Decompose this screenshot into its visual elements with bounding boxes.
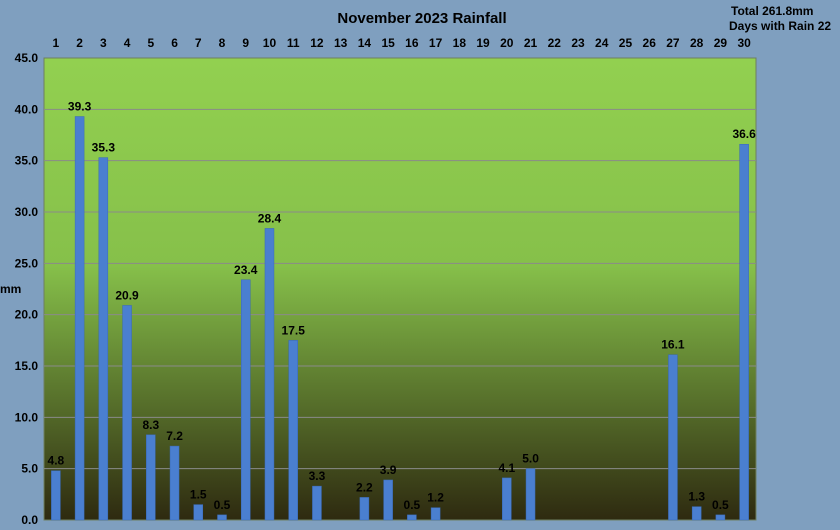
data-label: 17.5 [282, 323, 306, 337]
bar [122, 305, 132, 521]
bar [264, 228, 275, 521]
bar [169, 445, 180, 521]
y-tick-label: 25.0 [15, 256, 39, 270]
y-tick-label: 20.0 [15, 308, 39, 322]
bar [240, 279, 251, 521]
data-label: 0.5 [404, 498, 421, 512]
days-with-rain-summary: Days with Rain 22 [729, 19, 831, 33]
data-label: 16.1 [661, 338, 685, 352]
data-label: 35.3 [92, 141, 116, 155]
data-label: 7.2 [166, 429, 183, 443]
x-tick-label: 3 [100, 36, 107, 50]
plot-area [43, 57, 757, 521]
bar [525, 468, 536, 521]
x-tick-label: 24 [595, 36, 609, 50]
y-tick-label: 45.0 [15, 51, 39, 65]
x-tick-label: 6 [171, 36, 178, 50]
y-tick-label: 40.0 [15, 102, 39, 116]
bar [691, 506, 702, 521]
x-tick-label: 29 [714, 36, 728, 50]
bar [739, 143, 749, 521]
data-label: 8.3 [142, 418, 159, 432]
y-axis: 0.0 5.0 10.0 15.0 20.0 25.0 30.0 35.0 40.0 45.0 [15, 51, 39, 527]
y-tick-label: 5.0 [21, 462, 38, 476]
y-tick-label: 0.0 [21, 513, 38, 527]
x-tick-label: 17 [429, 36, 443, 50]
x-tick-label: 28 [690, 36, 704, 50]
x-tick-label: 15 [381, 36, 395, 50]
data-label: 36.6 [732, 127, 756, 141]
x-tick-label: 14 [358, 36, 372, 50]
data-label: 0.5 [214, 498, 231, 512]
bar [359, 497, 370, 521]
data-label: 4.8 [48, 454, 65, 468]
y-axis-label: mm [0, 282, 21, 296]
x-tick-label: 2 [76, 36, 83, 50]
bar [288, 340, 298, 521]
bar [312, 485, 322, 521]
x-tick-label: 1 [53, 36, 60, 50]
gridlines [44, 108, 756, 470]
data-label: 4.1 [498, 461, 515, 475]
bar [51, 470, 61, 521]
bar [502, 477, 512, 521]
data-label: 2.2 [356, 480, 373, 494]
data-label: 1.3 [688, 490, 705, 504]
x-tick-label: 30 [737, 36, 751, 50]
bar [217, 514, 227, 521]
y-tick-label: 35.0 [15, 154, 39, 168]
x-tick-label: 26 [643, 36, 657, 50]
data-label: 5.0 [522, 452, 539, 466]
bar [98, 157, 109, 521]
x-tick-label: 23 [571, 36, 585, 50]
data-label: 20.9 [115, 288, 139, 302]
bar [383, 479, 393, 521]
bar [193, 504, 204, 521]
x-tick-label: 11 [287, 36, 300, 50]
x-tick-label: 12 [310, 36, 324, 50]
data-label: 3.3 [309, 469, 326, 483]
bar [146, 434, 156, 521]
x-tick-label: 16 [405, 36, 419, 50]
x-tick-label: 5 [147, 36, 154, 50]
x-tick-label: 20 [500, 36, 514, 50]
total-rainfall-summary: Total 261.8mm [731, 4, 813, 18]
bar [74, 116, 85, 521]
x-tick-label: 8 [219, 36, 226, 50]
data-labels: 4.8 39.3 35.3 20.9 8.3 7.2 1.5 0.5 23.4 28.4 17.5 3… [48, 100, 757, 512]
bar [668, 354, 678, 521]
x-tick-label: 22 [548, 36, 562, 50]
x-tick-label: 4 [124, 36, 131, 50]
data-label: 0.5 [712, 498, 729, 512]
x-axis: 1 2 3 4 5 6 7 8 9 10 11 12 13 14 15 16 17 18 19 20 21 22 23 24 2… [53, 36, 752, 50]
chart-title: November 2023 Rainfall [337, 10, 506, 27]
x-tick-label: 7 [195, 36, 202, 50]
y-tick-label: 15.0 [15, 359, 39, 373]
data-label: 1.5 [190, 488, 207, 502]
data-label: 23.4 [234, 263, 258, 277]
data-label: 1.2 [427, 491, 444, 505]
x-tick-label: 13 [334, 36, 348, 50]
x-tick-label: 18 [453, 36, 467, 50]
x-tick-label: 9 [242, 36, 249, 50]
y-tick-label: 30.0 [15, 205, 39, 219]
x-tick-label: 10 [263, 36, 277, 50]
bar [430, 507, 441, 521]
data-label: 39.3 [68, 100, 92, 114]
bars [51, 116, 749, 521]
x-tick-label: 19 [476, 36, 490, 50]
x-tick-label: 21 [524, 36, 538, 50]
data-label: 28.4 [258, 211, 282, 225]
y-tick-label: 10.0 [15, 410, 39, 424]
x-tick-label: 27 [666, 36, 680, 50]
x-tick-label: 25 [619, 36, 633, 50]
bar [407, 514, 417, 521]
bar [715, 514, 726, 521]
data-label: 3.9 [380, 463, 397, 477]
